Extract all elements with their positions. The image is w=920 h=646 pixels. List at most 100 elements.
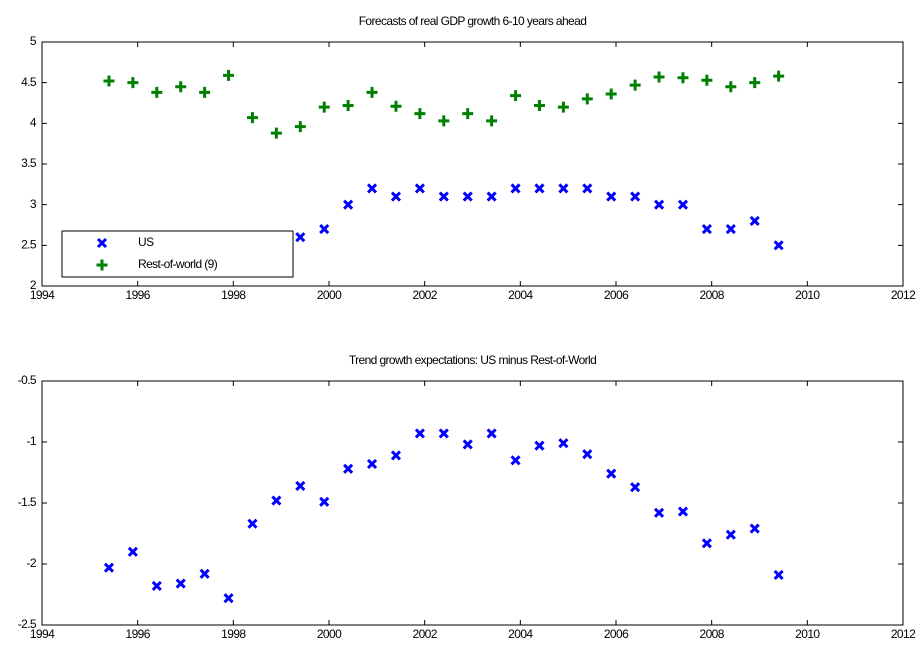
data-point: [462, 108, 474, 120]
data-point: [127, 77, 139, 89]
data-point: [151, 86, 163, 98]
x-tick-label: 1996: [126, 288, 151, 302]
x-tick-label: 2002: [413, 288, 438, 302]
data-point: [653, 199, 665, 210]
data-point: [486, 191, 497, 202]
data-point: [486, 115, 498, 127]
data-point: [438, 428, 449, 439]
data-point: [390, 100, 402, 112]
data-point: [677, 199, 689, 210]
data-point: [606, 468, 617, 479]
data-point: [773, 569, 784, 581]
chart-title: Forecasts of real GDP growth 6-10 years …: [359, 14, 587, 28]
x-tick-label: 2006: [604, 288, 629, 302]
data-point: [725, 224, 736, 235]
data-point: [677, 72, 689, 84]
legend-label: US: [138, 235, 154, 249]
data-point: [414, 428, 425, 439]
x-tick-label: 2008: [700, 288, 725, 302]
y-tick-label: -1.5: [18, 495, 37, 509]
data-point: [343, 463, 354, 474]
data-point: [318, 101, 330, 113]
data-point: [462, 439, 473, 450]
data-point: [223, 593, 234, 604]
x-tick-label: 2008: [700, 627, 725, 641]
data-point: [151, 580, 162, 592]
y-tick-label: 5: [30, 34, 37, 48]
data-point: [701, 74, 713, 86]
data-point: [366, 458, 378, 470]
data-point: [677, 506, 689, 517]
data-point: [725, 81, 737, 93]
data-point: [294, 121, 306, 133]
data-point: [557, 101, 569, 113]
data-point: [510, 183, 521, 194]
data-point: [319, 496, 330, 507]
x-tick-label: 2012: [891, 627, 916, 641]
data-point: [653, 71, 665, 83]
data-point: [295, 480, 306, 491]
data-point: [319, 224, 330, 235]
data-point: [653, 507, 665, 518]
y-tick-label: 2: [30, 278, 37, 292]
x-tick-label: 2012: [891, 288, 916, 302]
data-point: [510, 90, 522, 102]
plot-area: [41, 380, 904, 626]
x-tick-label: 2010: [795, 627, 820, 641]
data-point: [533, 99, 545, 111]
data-point: [749, 215, 760, 226]
x-tick-label: 1996: [126, 627, 151, 641]
data-point: [773, 70, 785, 82]
data-point: [199, 568, 210, 579]
data-point: [630, 191, 641, 202]
data-point: [246, 112, 258, 124]
data-point: [270, 127, 282, 139]
data-point: [558, 438, 569, 449]
x-tick-label: 1998: [221, 627, 246, 641]
x-tick-label: 2002: [413, 627, 438, 641]
data-point: [295, 232, 306, 243]
data-point: [582, 183, 593, 194]
y-tick-label: -2: [27, 556, 37, 570]
y-tick-label: -0.5: [18, 373, 37, 387]
data-point: [271, 495, 282, 506]
data-point: [582, 449, 593, 460]
y-tick-label: 3: [30, 197, 37, 211]
y-tick-label: 4.5: [21, 75, 37, 89]
data-point: [247, 518, 258, 529]
x-tick-label: 2010: [795, 288, 820, 302]
data-point: [630, 482, 641, 493]
data-point: [534, 183, 545, 194]
y-tick-label: -2.5: [18, 617, 37, 631]
data-point: [438, 115, 450, 127]
y-tick-label: 2.5: [21, 238, 37, 252]
data-point: [510, 455, 521, 466]
data-point: [629, 79, 641, 91]
data-point: [773, 240, 784, 251]
y-tick-label: 3.5: [21, 156, 37, 170]
data-point: [414, 108, 426, 120]
data-point: [175, 81, 187, 93]
x-tick-label: 1994: [30, 627, 55, 641]
data-point: [701, 538, 712, 549]
data-point: [701, 224, 712, 235]
data-point: [342, 99, 354, 111]
y-tick-label: 4: [30, 116, 37, 130]
x-tick-label: 2004: [508, 288, 533, 302]
x-tick-label: 2000: [317, 627, 342, 641]
legend-marker: [96, 259, 108, 271]
data-point: [366, 183, 378, 194]
data-point: [175, 578, 186, 589]
data-point: [534, 440, 545, 451]
x-tick-label: 2004: [508, 627, 533, 641]
data-point: [414, 183, 425, 194]
y-tick-label: -1: [27, 434, 37, 448]
x-tick-label: 1994: [30, 288, 55, 302]
data-point: [486, 428, 497, 439]
legend-marker: [96, 237, 108, 249]
data-point: [605, 88, 617, 100]
data-point: [366, 86, 378, 98]
x-tick-label: 1998: [221, 288, 246, 302]
data-point: [438, 191, 449, 202]
